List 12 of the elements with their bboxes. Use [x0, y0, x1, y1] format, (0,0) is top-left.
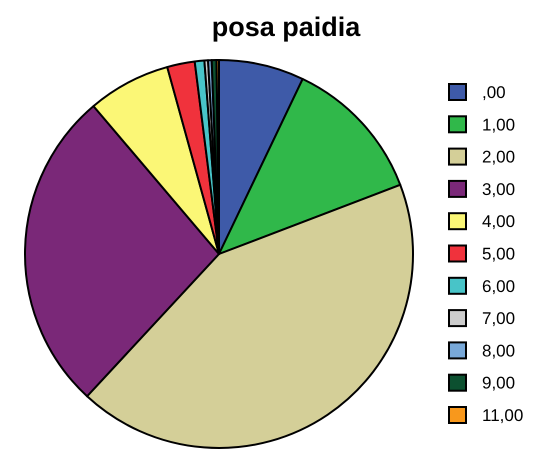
legend-label: 9,00: [482, 374, 516, 393]
legend-label: 5,00: [482, 244, 516, 264]
legend-label: 8,00: [482, 341, 516, 360]
legend-label: ,00: [482, 83, 506, 102]
legend-label: 2,00: [482, 148, 516, 167]
chart-title: posa paidia: [212, 12, 362, 42]
legend-label: 11,00: [482, 406, 524, 425]
legend-label: 4,00: [482, 212, 516, 232]
legend-label: 1,00: [482, 115, 516, 134]
legend-label: 7,00: [482, 309, 516, 328]
legend-label: 3,00: [482, 180, 516, 199]
legend-label: 6,00: [482, 276, 516, 296]
